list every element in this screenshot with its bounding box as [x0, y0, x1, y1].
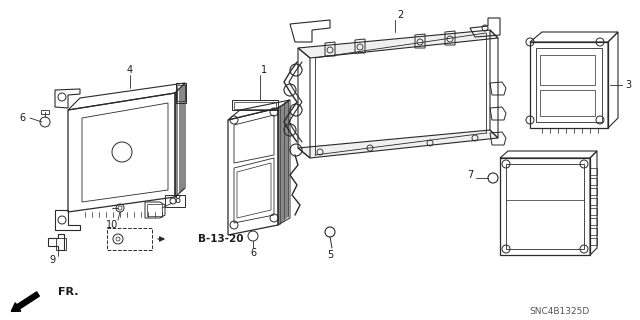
Text: 5: 5: [327, 250, 333, 260]
Bar: [590, 188, 597, 195]
Bar: [590, 178, 597, 185]
Bar: [177, 85, 185, 101]
Text: 6: 6: [250, 248, 256, 258]
Text: 6: 6: [19, 113, 25, 123]
Polygon shape: [298, 30, 498, 58]
Bar: [540, 55, 595, 85]
Bar: [41, 110, 49, 114]
Text: 7: 7: [467, 170, 473, 180]
Bar: [165, 195, 185, 207]
Bar: [232, 100, 278, 110]
Bar: [590, 228, 597, 235]
Text: SNC4B1325D: SNC4B1325D: [530, 308, 590, 316]
Text: B-13-20: B-13-20: [198, 234, 243, 244]
Text: 8: 8: [174, 195, 180, 205]
Bar: [234, 102, 276, 109]
Bar: [590, 168, 597, 175]
Bar: [176, 83, 186, 103]
Bar: [590, 198, 597, 205]
Text: 3: 3: [625, 80, 631, 90]
FancyArrow shape: [12, 292, 40, 311]
Text: FR.: FR.: [58, 287, 79, 297]
Bar: [590, 218, 597, 225]
Bar: [590, 238, 597, 245]
Text: 2: 2: [397, 10, 403, 20]
Bar: [590, 208, 597, 215]
Bar: [107, 228, 152, 250]
Bar: [56, 238, 66, 250]
Text: 1: 1: [261, 65, 267, 75]
Bar: [540, 90, 595, 116]
Polygon shape: [298, 130, 498, 158]
Text: 10: 10: [106, 220, 118, 230]
Text: 9: 9: [49, 255, 55, 265]
Text: 4: 4: [127, 65, 133, 75]
Bar: [147, 204, 162, 216]
